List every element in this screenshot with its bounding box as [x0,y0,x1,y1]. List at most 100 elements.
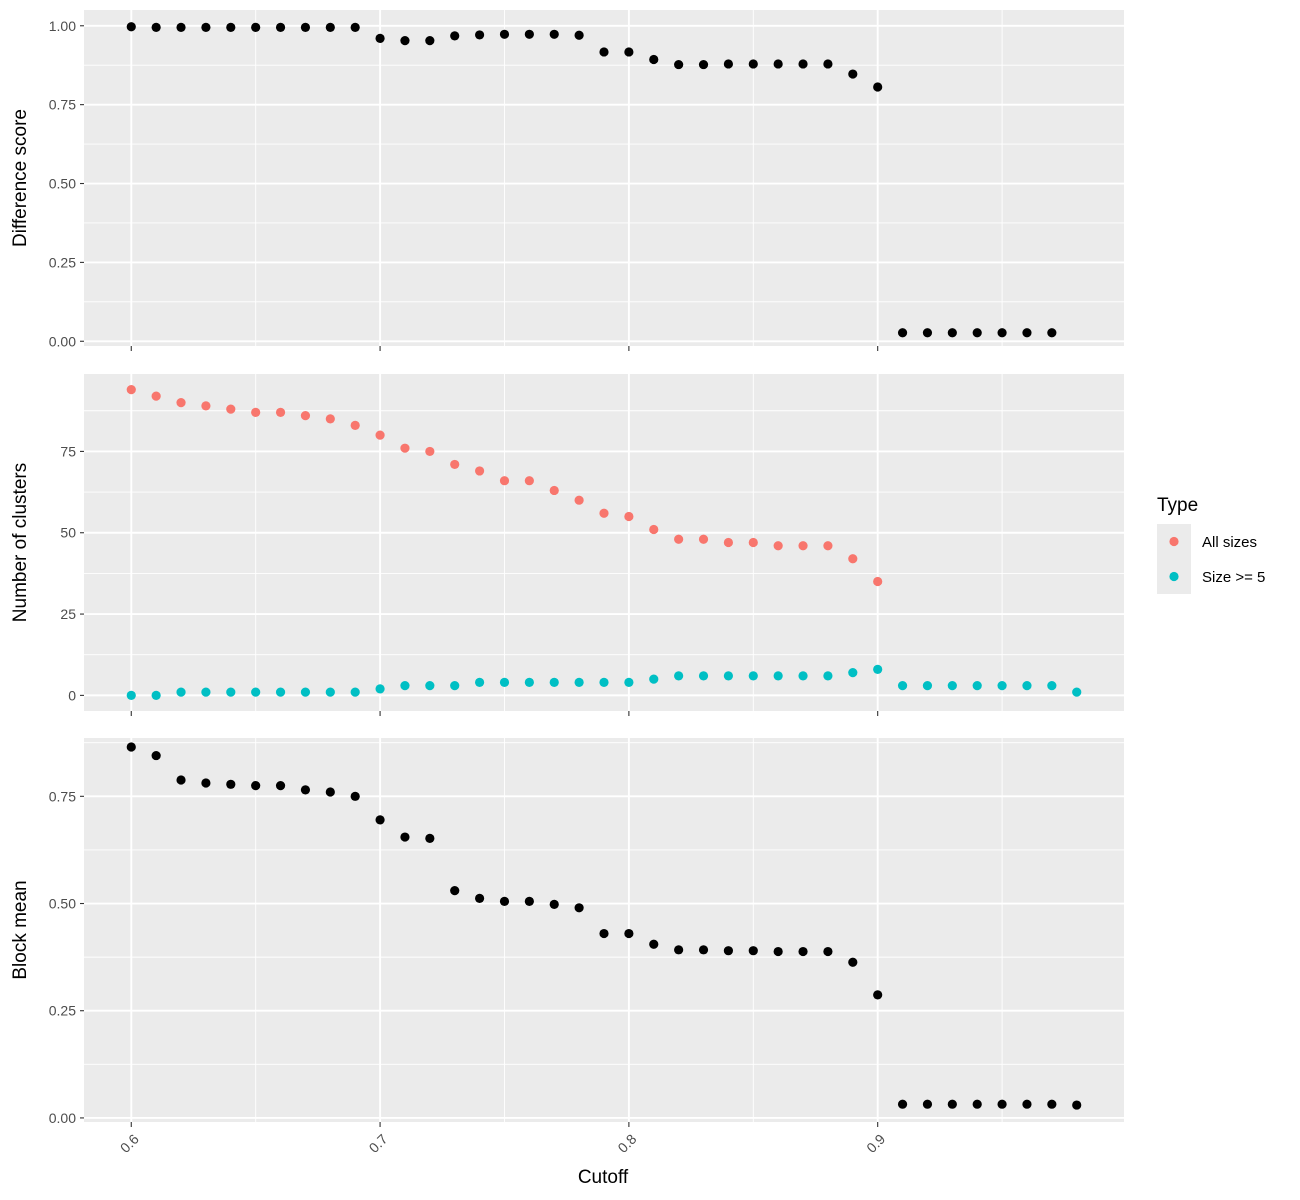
x-tick-label: 0.7 [366,1131,391,1156]
data-point [151,690,161,700]
data-point [425,681,435,691]
y-tick-label: 0.50 [49,176,76,192]
data-point [226,687,236,697]
data-point [499,896,510,906]
y-tick-label: 1.00 [49,18,76,34]
data-point [873,990,883,1000]
data-point [823,541,833,551]
data-point [176,775,186,785]
data-point [873,576,883,587]
data-point [1072,687,1082,697]
data-point [823,59,833,69]
data-point [674,59,684,70]
data-point [674,945,684,955]
data-point [499,476,510,486]
data-point [997,1099,1007,1109]
data-point [425,446,435,457]
data-point [773,541,783,551]
data-point [947,1099,957,1109]
data-point [450,31,460,41]
legend-label: Size >= 5 [1202,569,1265,586]
data-point [1047,328,1057,338]
y-tick-label: 0.25 [49,254,76,270]
legend-item: All sizes [1157,524,1257,559]
data-point [897,328,908,338]
data-point [723,946,734,956]
data-point [425,833,435,843]
data-point [126,690,136,700]
data-point [1022,1099,1032,1109]
data-point [873,82,883,92]
x-axis-title: Cutoff [578,1167,629,1188]
data-point [251,687,261,697]
data-point [698,671,709,681]
panel-2: 0 25 50 75 Number of clusters [10,374,1124,716]
data-point [251,780,261,791]
data-point [798,946,808,957]
data-point [300,687,311,697]
y-tick-label: 0.75 [49,97,76,113]
data-point [275,687,286,697]
data-point [723,671,734,681]
data-point [848,957,858,967]
data-point [698,534,709,544]
data-point [748,59,758,69]
data-point [823,671,833,681]
data-point [748,946,758,956]
data-point [599,47,609,57]
data-point [674,671,684,681]
data-point [450,681,460,691]
data-point [748,671,758,681]
y-tick-label: 0.75 [49,788,76,804]
data-point [997,328,1007,338]
data-point [126,742,136,752]
data-point [723,59,734,69]
data-point [549,29,559,39]
y-axis-title: Difference score [10,109,31,247]
data-point [574,903,584,913]
data-point [698,945,709,955]
y-tick-label: 25 [60,606,76,622]
data-point [275,407,286,417]
data-point [151,391,161,401]
data-point [400,832,410,842]
data-point [574,677,584,687]
data-point [524,476,534,486]
data-point [1022,328,1032,338]
data-point [499,29,510,39]
data-point [375,33,385,43]
data-point [375,684,385,694]
data-point [126,22,136,32]
data-point [300,411,311,421]
data-point [773,59,783,69]
data-point [649,524,659,535]
series-all-sizes [126,385,883,587]
legend-item: Size >= 5 [1157,559,1265,594]
data-point [450,886,460,896]
data-point [922,1099,933,1109]
data-point [698,59,709,70]
data-point [251,407,261,417]
data-point [474,466,485,476]
data-point [624,928,634,939]
legend-label: All sizes [1202,534,1257,551]
data-point [599,508,609,518]
series-size-5 [126,664,1082,700]
data-point [624,47,634,57]
data-point [275,780,286,791]
data-point [723,537,734,548]
data-point [1047,681,1057,691]
data-point [897,1099,908,1109]
data-point [325,687,335,697]
y-tick-label: 0.00 [49,1110,76,1126]
data-point [350,420,360,430]
data-point [624,511,634,522]
x-tick-label: 0.6 [117,1131,142,1156]
data-point [524,29,534,39]
data-point [201,22,211,32]
data-point [947,681,957,691]
data-point [201,401,211,411]
x-axis: 0.6 0.7 0.8 0.9 [117,1131,889,1156]
chart-panels: 0.00 0.25 0.50 0.75 1.00 Difference score 0 25 5… [10,10,1124,1127]
